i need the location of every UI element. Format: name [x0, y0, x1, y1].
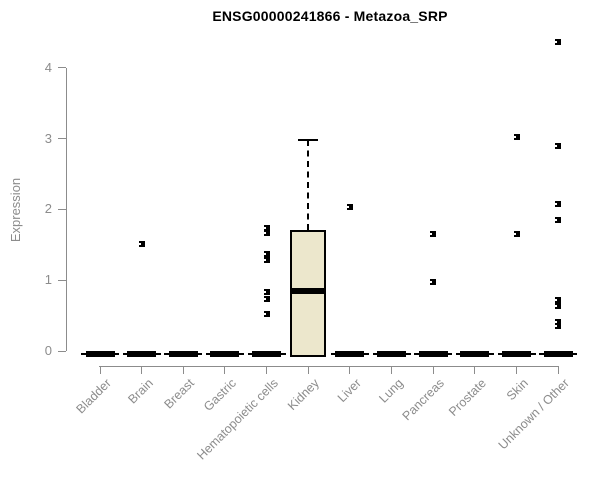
outlier-point	[555, 323, 562, 330]
outlier-point	[555, 201, 562, 208]
x-tick-mark	[182, 366, 184, 374]
x-tick-mark	[224, 366, 226, 374]
x-axis-line	[99, 366, 560, 367]
outlier-point	[555, 318, 562, 325]
x-tick-mark	[99, 366, 101, 374]
x-tick-mark	[432, 366, 434, 374]
y-tick-mark	[57, 138, 66, 140]
outlier-point	[555, 216, 562, 223]
outlier-point	[430, 231, 437, 238]
x-tick-mark	[141, 366, 143, 374]
flat-median-bar	[418, 351, 448, 357]
flat-median-bar	[210, 351, 240, 357]
y-tick-mark	[57, 208, 66, 210]
outlier-point	[346, 204, 353, 211]
outlier-point	[263, 288, 270, 295]
flat-median-bar	[85, 351, 115, 357]
x-tick-mark	[516, 366, 518, 374]
x-tick-mark	[474, 366, 476, 374]
outlier-point	[430, 279, 437, 286]
outlier-point	[263, 311, 270, 318]
y-tick-mark	[57, 67, 66, 69]
outlier-point	[513, 231, 520, 238]
whisker-cap	[298, 138, 319, 141]
flat-median-bar	[377, 351, 407, 357]
x-tick-mark	[307, 366, 309, 374]
whisker-line	[307, 139, 310, 230]
x-tick-mark	[391, 366, 393, 374]
flat-median-bar	[502, 351, 532, 357]
y-tick-label: 4	[44, 59, 52, 75]
x-tick-mark	[349, 366, 351, 374]
x-tick-mark	[557, 366, 559, 374]
y-tick-mark	[57, 350, 66, 352]
chart-title: ENSG00000241866 - Metazoa_SRP	[212, 8, 448, 24]
flat-median-bar	[460, 351, 490, 357]
outlier-point	[263, 250, 270, 257]
outlier-point	[263, 256, 270, 263]
y-tick-label: 3	[44, 130, 52, 146]
outlier-point	[263, 296, 270, 303]
y-tick-label: 0	[44, 343, 52, 358]
y-tick-label: 1	[44, 272, 52, 288]
y-tick-label: 2	[44, 201, 52, 217]
y-axis-line	[65, 67, 67, 351]
outlier-point	[513, 134, 520, 141]
outlier-point	[263, 230, 270, 237]
outlier-point	[138, 241, 145, 248]
flat-median-bar	[543, 351, 573, 357]
outlier-point	[555, 39, 562, 46]
outlier-point	[263, 225, 270, 232]
outlier-point	[555, 297, 562, 303]
y-tick-mark	[57, 279, 66, 281]
flat-median-bar	[168, 351, 198, 357]
flat-median-bar	[127, 351, 157, 357]
outlier-point	[555, 303, 562, 310]
outlier-point	[555, 143, 562, 150]
median-line	[290, 287, 327, 294]
flat-median-bar	[252, 351, 282, 357]
x-tick-mark	[266, 366, 268, 374]
flat-median-bar	[335, 351, 365, 357]
